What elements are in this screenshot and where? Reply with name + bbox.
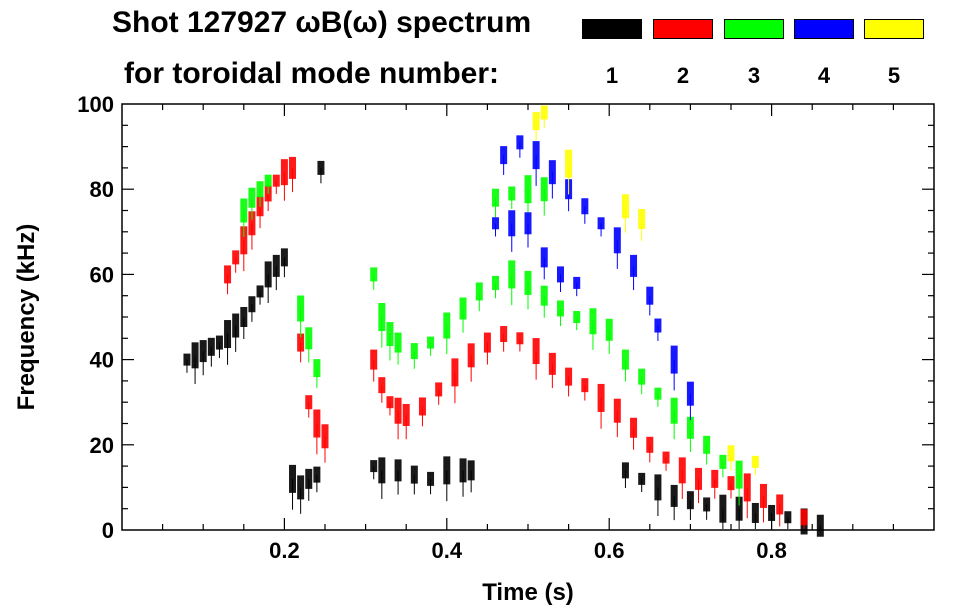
legend-swatch-2 [653, 19, 713, 39]
x-tick-labels: 0.2 0.4 0.6 0.8 [269, 538, 787, 563]
legend-label-5: 5 [887, 63, 901, 88]
x-axis-title: Time (s) [482, 579, 574, 606]
x-tick-label: 0.4 [432, 538, 463, 563]
legend-label-1: 1 [605, 63, 619, 88]
legend-label-4: 4 [817, 63, 831, 88]
chart-title-line-1: Shot 127927 ωB(ω) spectrum [112, 6, 532, 39]
plot-frame [121, 103, 935, 531]
y-tick-labels: 0 20 40 60 80 100 [77, 92, 114, 543]
x-tick-label: 0.8 [756, 538, 787, 563]
legend-label-3: 3 [747, 63, 761, 88]
y-tick-label: 20 [90, 433, 114, 458]
x-tick-label: 0.6 [594, 538, 625, 563]
legend-swatch-5 [864, 19, 924, 39]
y-axis-title: Frequency (kHz) [13, 224, 40, 411]
spectrum-point-n1 [751, 502, 759, 523]
y-tick-label: 100 [77, 92, 114, 117]
spectrum-marks [183, 105, 824, 537]
legend-swatch-3 [724, 19, 784, 39]
y-tick-label: 80 [90, 177, 114, 202]
x-tick-label: 0.2 [269, 538, 300, 563]
legend-swatch-1 [582, 19, 642, 39]
chart-title-line-2: for toroidal mode number: [124, 57, 499, 90]
legend-label-2: 2 [676, 63, 690, 88]
y-tick-label: 60 [90, 262, 114, 287]
legend-swatch-4 [794, 19, 854, 39]
spectrum-point-n1 [768, 504, 776, 521]
y-tick-label: 40 [90, 348, 114, 373]
y-tick-label: 0 [102, 518, 114, 543]
